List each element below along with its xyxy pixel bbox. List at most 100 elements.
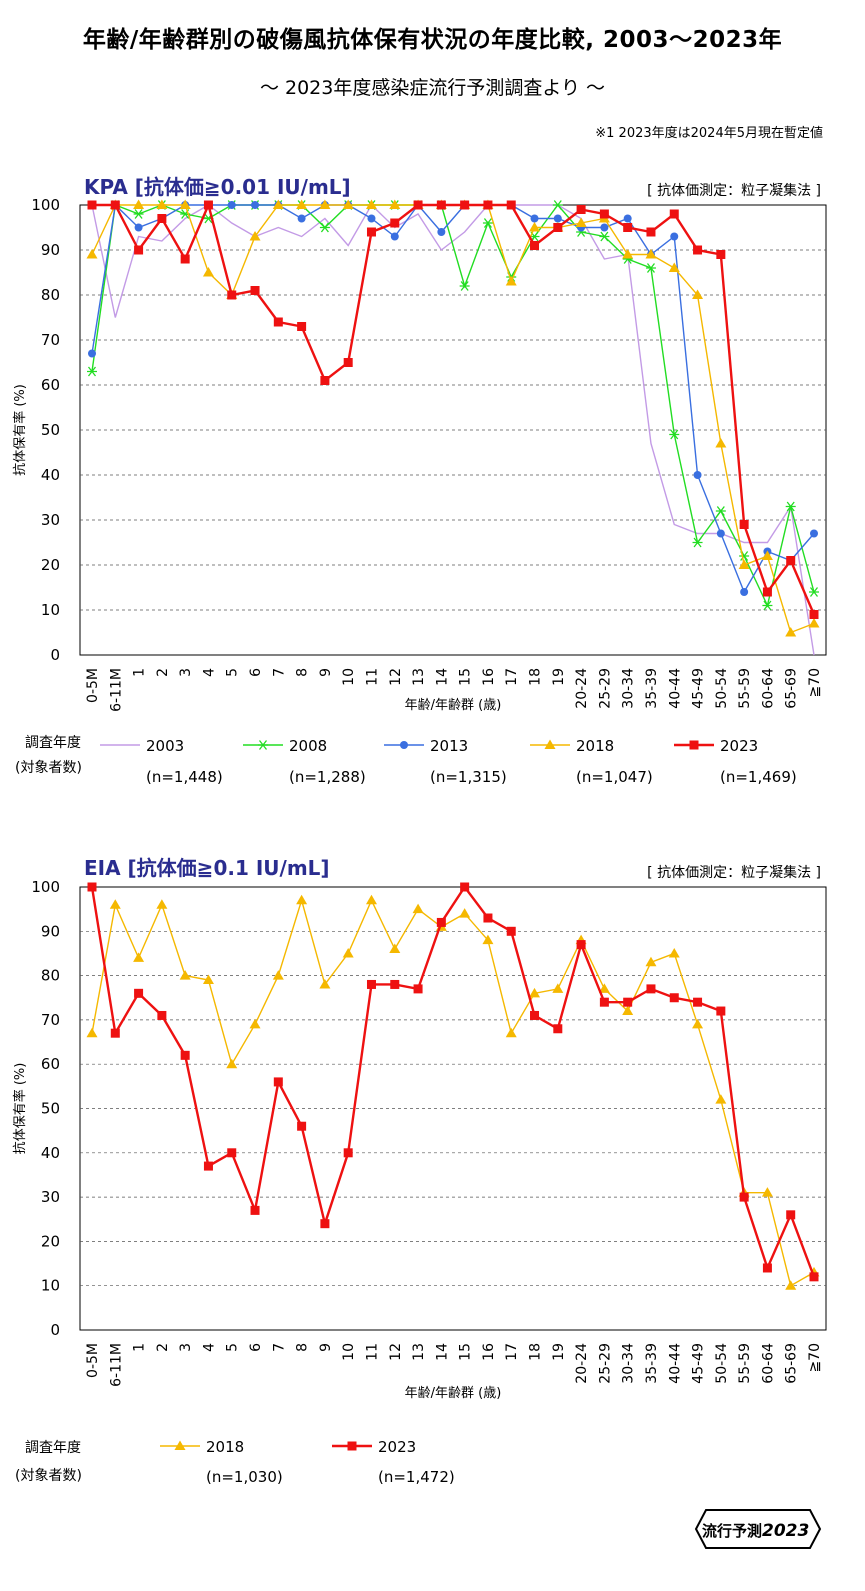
y-axis-label: 抗体保有率 (%) <box>12 1063 28 1155</box>
data-point <box>157 214 167 223</box>
legend-count: (n=1,448) <box>146 768 223 786</box>
y-tick-label: 30 <box>41 511 60 529</box>
legend-item-2003: 2003 (n=1,448) <box>100 737 223 786</box>
data-point <box>576 205 586 214</box>
data-point <box>86 1027 98 1038</box>
x-tick-label: 18 <box>528 668 544 686</box>
data-point <box>553 214 562 223</box>
data-point <box>808 618 820 628</box>
method-label: [ 抗体価測定：粒子凝集法 ] <box>647 864 821 881</box>
legend-label: 2018 <box>206 1438 244 1456</box>
data-point <box>273 1077 283 1087</box>
y-tick-label: 70 <box>41 331 60 349</box>
data-point <box>436 917 446 927</box>
legend-marker <box>174 1440 186 1450</box>
forecast-2023-badge: 流行予測2023 <box>694 1509 822 1549</box>
page-title: 年齢/年齢群別の破傷風抗体保有状況の年度比較, 2003〜2023年 <box>82 27 783 53</box>
series-2023 <box>87 882 819 1282</box>
x-tick-label: 10 <box>341 668 357 686</box>
x-tick-label: 14 <box>434 1343 450 1361</box>
x-tick-label: 35-39 <box>644 1343 660 1384</box>
data-point <box>693 245 703 255</box>
x-tick-label: 65-69 <box>784 1343 800 1384</box>
y-axis-label: 抗体保有率 (%) <box>12 384 28 476</box>
data-point <box>693 471 702 479</box>
y-tick-label: 90 <box>41 241 60 259</box>
legend-subheading: (対象者数) <box>15 760 82 776</box>
data-point <box>342 199 354 209</box>
y-tick-label: 50 <box>41 1100 60 1118</box>
data-point <box>810 529 818 538</box>
data-point <box>740 588 749 596</box>
x-tick-label: 6-11M <box>108 668 124 712</box>
data-point <box>413 984 423 994</box>
x-axis-label: 年齢/年齢群 (歳) <box>405 1386 502 1401</box>
y-tick-label: 100 <box>31 196 60 214</box>
data-point <box>761 1187 773 1197</box>
x-tick-label: 1 <box>132 668 148 677</box>
data-point <box>762 600 773 611</box>
legend-marker <box>347 1441 357 1451</box>
x-tick-label: 16 <box>481 668 497 686</box>
data-point <box>552 983 564 993</box>
data-point <box>390 218 400 228</box>
data-point <box>482 218 493 228</box>
x-tick-label: 11 <box>364 668 380 686</box>
data-point <box>715 506 726 516</box>
x-tick-label: 65-69 <box>784 668 800 709</box>
legend-label: 2013 <box>430 737 468 755</box>
legend-marker <box>689 740 699 750</box>
x-axis-label: 年齢/年齢群 (歳) <box>405 698 502 713</box>
x-tick-label: 20-24 <box>574 668 590 709</box>
y-tick-label: 10 <box>41 601 60 619</box>
x-tick-label: 14 <box>434 668 450 686</box>
data-point <box>133 952 145 962</box>
data-point <box>180 254 190 264</box>
data-point <box>226 1058 238 1069</box>
data-point <box>529 222 541 232</box>
provisional-note: ※1 2023年度は2024年5月現在暫定値 <box>595 126 823 141</box>
data-point <box>762 587 772 597</box>
y-tick-label: 10 <box>41 1277 60 1295</box>
data-point <box>692 537 703 548</box>
data-point <box>227 201 236 209</box>
data-point <box>645 956 657 967</box>
badge-year: 2023 <box>762 1521 809 1541</box>
data-point <box>343 1148 353 1158</box>
data-point <box>134 223 143 232</box>
data-point <box>716 529 725 538</box>
svg-text:流行予測2023: 流行予測2023 <box>702 1521 809 1541</box>
data-point <box>459 908 471 918</box>
x-tick-label: 45-49 <box>691 1343 707 1384</box>
data-point <box>202 267 214 277</box>
data-point <box>553 1024 563 1034</box>
data-point <box>389 199 401 209</box>
data-point <box>529 987 541 998</box>
y-tick-label: 0 <box>50 1321 60 1339</box>
legend-heading: 調査年度 <box>25 1440 81 1456</box>
x-tick-label: 45-49 <box>691 668 707 709</box>
data-point <box>134 988 144 998</box>
legend-item-2008: 2008 (n=1,288) <box>243 737 366 786</box>
x-tick-label: 19 <box>551 668 567 686</box>
data-point <box>809 610 819 619</box>
data-point <box>646 227 656 237</box>
data-point <box>623 223 633 232</box>
data-point <box>273 317 283 327</box>
x-tick-label: 15 <box>458 668 474 686</box>
data-point <box>343 358 353 367</box>
x-tick-label: 18 <box>528 1343 544 1361</box>
data-point <box>272 199 284 209</box>
x-tick-label: 60-64 <box>760 668 776 709</box>
data-point <box>179 199 191 209</box>
x-tick-label: 60-64 <box>760 1343 776 1384</box>
data-point <box>390 232 399 241</box>
data-point <box>622 249 634 259</box>
data-point <box>249 231 261 241</box>
data-point <box>716 1006 726 1016</box>
data-point <box>483 913 493 923</box>
series-line-2023 <box>92 201 816 615</box>
y-tick-label: 40 <box>41 466 60 484</box>
